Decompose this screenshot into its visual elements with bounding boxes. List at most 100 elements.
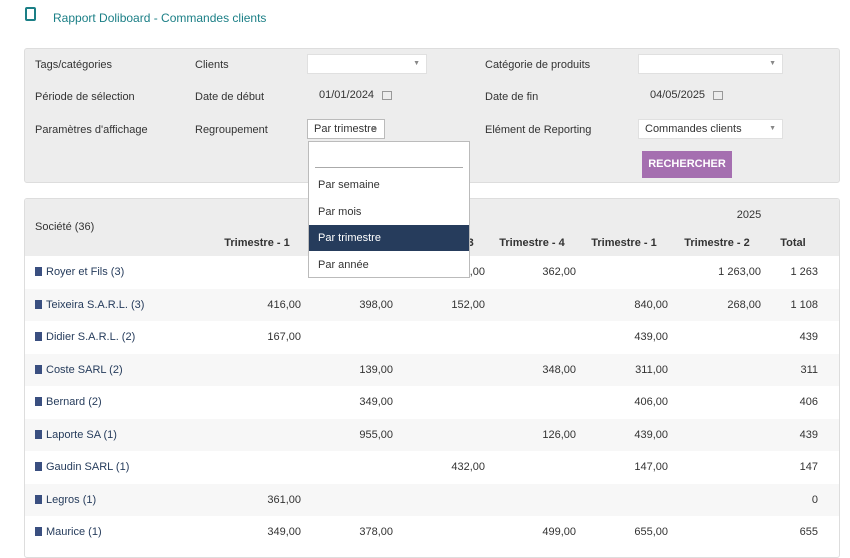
- table-row: Maurice (1) 349,00 378,00 499,00 655,00 655: [25, 516, 839, 549]
- table-row: Didier S.A.R.L. (2) 167,00 439,00 439: [25, 321, 839, 354]
- company-link[interactable]: Bernard (2): [35, 396, 102, 408]
- filter-input[interactable]: Par trimestre ▲: [307, 119, 385, 139]
- amount-cell: 439: [799, 428, 818, 441]
- column-header: Trimestre - 2: [684, 237, 750, 249]
- amount-cell: 311: [800, 363, 818, 376]
- filter-input[interactable]: Commandes clients ▼: [638, 119, 783, 139]
- table-row: Bernard (2) 349,00 406,00 406: [25, 386, 839, 419]
- company-name[interactable]: Legros (1): [46, 493, 97, 506]
- amount-cell: 361,00: [267, 493, 301, 506]
- amount-cell: 152,00: [451, 298, 485, 311]
- filter-label: Date de début: [195, 91, 265, 103]
- company-column-header: Société (36): [35, 221, 95, 233]
- year-header: 2025: [736, 209, 762, 221]
- input-value: Commandes clients: [645, 123, 742, 135]
- table-row: Coste SARL (2) 139,00 348,00 311,00 311: [25, 353, 839, 386]
- filter-input[interactable]: ▼: [307, 54, 427, 74]
- filter-section-label: Période de sélection: [35, 91, 135, 103]
- company-link[interactable]: Laporte SA (1): [35, 429, 117, 441]
- company-link[interactable]: Coste SARL (2): [35, 364, 123, 376]
- amount-cell: 147,00: [634, 461, 668, 473]
- dropdown-option[interactable]: Par trimestre: [309, 225, 469, 251]
- company-link[interactable]: Teixeira S.A.R.L. (3): [35, 299, 144, 311]
- company-name[interactable]: Maurice (1): [46, 526, 102, 538]
- dropdown-search[interactable]: [315, 148, 463, 168]
- calendar-icon[interactable]: [382, 90, 393, 100]
- amount-cell: 268,00: [727, 298, 761, 311]
- company-link[interactable]: Gaudin SARL (1): [35, 461, 129, 473]
- company-link[interactable]: Legros (1): [35, 494, 96, 506]
- company-icon: [35, 527, 42, 536]
- filter-label: Catégorie de produits: [485, 59, 591, 71]
- amount-cell: 0: [811, 493, 818, 506]
- document-icon: [25, 7, 36, 21]
- amount-cell: 167,00: [267, 331, 301, 343]
- column-header: Trimestre - 1: [591, 237, 657, 249]
- company-name[interactable]: Royer et Fils (3): [46, 266, 125, 278]
- company-link[interactable]: Didier S.A.R.L. (2): [35, 331, 135, 343]
- amount-cell: 439: [799, 331, 818, 343]
- amount-cell: ,00: [469, 266, 485, 278]
- column-header: Total: [780, 237, 806, 249]
- amount-cell: 655,00: [634, 526, 668, 538]
- table-row: Gaudin SARL (1) 432,00 147,00 147: [25, 451, 839, 484]
- dropdown-option[interactable]: Par année: [318, 258, 369, 271]
- filter-label: Elément de Reporting: [485, 124, 592, 136]
- filter-input[interactable]: ▼: [638, 54, 783, 74]
- filter-section-label: Paramètres d'affichage: [35, 124, 148, 136]
- grouping-dropdown: Par semaine Par mois Par trimestre Par anné…: [308, 141, 470, 278]
- amount-cell: 406,00: [634, 396, 668, 408]
- company-link[interactable]: Maurice (1): [35, 526, 102, 538]
- amount-cell: 1 263: [790, 266, 818, 278]
- search-button[interactable]: RECHERCHER: [642, 151, 732, 178]
- column-header: Trimestre - 4: [499, 237, 565, 249]
- amount-cell: 311,00: [635, 363, 668, 376]
- calendar-icon[interactable]: [713, 90, 724, 100]
- select-arrow: ▲: [371, 125, 378, 132]
- table-row: Laporte SA (1) 955,00 126,00 439,00 439: [25, 418, 839, 451]
- filter-label: Clients: [195, 59, 229, 71]
- table-row: Royer et Fils (3) ,00 362,00 1 263,00 1 263: [25, 256, 839, 289]
- company-name[interactable]: Teixeira S.A.R.L. (3): [46, 298, 145, 311]
- filter-input[interactable]: 01/01/2024: [307, 86, 427, 106]
- amount-cell: 349,00: [267, 526, 301, 538]
- amount-cell: 378,00: [359, 526, 393, 538]
- company-icon: [35, 429, 42, 439]
- company-name[interactable]: Didier S.A.R.L. (2): [46, 331, 136, 343]
- amount-cell: 126,00: [542, 428, 576, 441]
- company-icon: [35, 494, 42, 504]
- company-name[interactable]: Bernard (2): [46, 396, 102, 408]
- input-value: Par trimestre: [314, 123, 377, 135]
- amount-cell: 398,00: [359, 298, 393, 311]
- company-icon: [35, 332, 42, 341]
- filter-input[interactable]: 04/05/2025: [638, 86, 783, 106]
- amount-cell: 432,00: [451, 461, 485, 473]
- company-icon: [35, 364, 42, 374]
- company-link[interactable]: Royer et Fils (3): [35, 266, 124, 278]
- select-arrow: ▼: [413, 60, 420, 67]
- dropdown-option[interactable]: Par semaine: [318, 179, 380, 191]
- company-icon: [35, 299, 42, 309]
- amount-cell: 439,00: [634, 331, 668, 343]
- amount-cell: 348,00: [542, 363, 576, 376]
- company-name[interactable]: Laporte SA (1): [46, 428, 117, 441]
- amount-cell: 499,00: [542, 526, 576, 538]
- amount-cell: 139,00: [359, 363, 393, 376]
- dropdown-option[interactable]: Par mois: [318, 205, 362, 218]
- amount-cell: 147: [799, 461, 818, 473]
- page-title: Rapport Doliboard - Commandes clients: [53, 11, 267, 25]
- amount-cell: 1 263,00: [718, 266, 761, 278]
- company-name[interactable]: Gaudin SARL (1): [46, 461, 130, 473]
- amount-cell: 349,00: [359, 396, 393, 408]
- table-row: Teixeira S.A.R.L. (3) 416,00 398,00 152,00 8…: [25, 288, 839, 321]
- input-value: 01/01/2024: [319, 89, 375, 101]
- filter-section-label: Tags/catégories: [35, 59, 113, 71]
- amount-cell: 955,00: [359, 428, 393, 441]
- filter-label: Regroupement: [195, 124, 268, 136]
- filter-label: Date de fin: [485, 91, 539, 103]
- select-arrow: ▼: [769, 125, 776, 132]
- amount-cell: 439,00: [634, 428, 668, 441]
- company-name[interactable]: Coste SARL (2): [46, 363, 123, 376]
- amount-cell: 416,00: [267, 298, 301, 311]
